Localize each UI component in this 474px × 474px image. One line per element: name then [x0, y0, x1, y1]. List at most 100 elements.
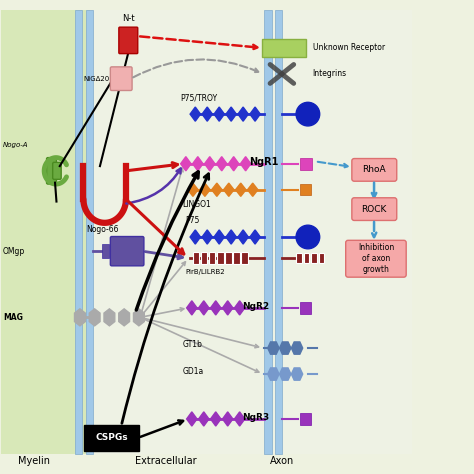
Text: NgR3: NgR3	[242, 413, 269, 422]
Polygon shape	[181, 156, 191, 171]
Polygon shape	[188, 183, 198, 196]
Polygon shape	[210, 301, 221, 315]
FancyBboxPatch shape	[319, 253, 324, 264]
Polygon shape	[222, 301, 233, 315]
Polygon shape	[104, 309, 115, 326]
Text: ROCK: ROCK	[361, 205, 387, 214]
Text: PirB/LILRB2: PirB/LILRB2	[185, 269, 225, 274]
Polygon shape	[190, 107, 201, 121]
Polygon shape	[292, 368, 303, 380]
FancyBboxPatch shape	[352, 198, 397, 220]
FancyBboxPatch shape	[86, 10, 93, 455]
Text: P75: P75	[185, 216, 200, 225]
FancyBboxPatch shape	[264, 10, 272, 455]
Text: NgR2: NgR2	[242, 302, 269, 311]
Text: Nogo-A: Nogo-A	[3, 142, 28, 148]
Text: P75/TROY: P75/TROY	[180, 93, 218, 102]
Circle shape	[296, 102, 319, 126]
Polygon shape	[89, 309, 100, 326]
Polygon shape	[187, 412, 197, 426]
FancyBboxPatch shape	[218, 252, 224, 264]
Text: Extracellular: Extracellular	[135, 456, 197, 466]
FancyBboxPatch shape	[201, 252, 208, 264]
Text: MAG: MAG	[3, 313, 23, 322]
FancyBboxPatch shape	[110, 237, 144, 266]
FancyBboxPatch shape	[352, 158, 397, 181]
FancyBboxPatch shape	[119, 27, 138, 54]
Text: OMgp: OMgp	[3, 246, 25, 255]
FancyBboxPatch shape	[102, 244, 109, 258]
FancyBboxPatch shape	[262, 38, 307, 57]
Polygon shape	[119, 309, 129, 326]
Polygon shape	[235, 412, 245, 426]
Text: GD1a: GD1a	[182, 367, 204, 376]
Polygon shape	[268, 342, 279, 354]
Polygon shape	[187, 301, 197, 315]
FancyBboxPatch shape	[226, 252, 232, 264]
FancyBboxPatch shape	[296, 253, 302, 264]
FancyBboxPatch shape	[241, 252, 247, 264]
Polygon shape	[250, 230, 260, 244]
Polygon shape	[190, 230, 201, 244]
Polygon shape	[240, 156, 251, 171]
FancyBboxPatch shape	[84, 425, 139, 451]
Text: Integrins: Integrins	[313, 70, 347, 79]
Polygon shape	[192, 156, 203, 171]
Polygon shape	[238, 107, 248, 121]
Text: Axon: Axon	[270, 456, 294, 466]
FancyBboxPatch shape	[311, 253, 317, 264]
Polygon shape	[235, 301, 245, 315]
Polygon shape	[210, 412, 221, 426]
Polygon shape	[238, 230, 248, 244]
Text: RhoA: RhoA	[362, 165, 386, 174]
Polygon shape	[224, 183, 234, 196]
Polygon shape	[228, 156, 239, 171]
Text: LINGO1: LINGO1	[182, 200, 211, 209]
FancyBboxPatch shape	[275, 10, 283, 455]
Text: Nogo-66: Nogo-66	[86, 225, 118, 234]
Circle shape	[296, 225, 319, 249]
FancyBboxPatch shape	[0, 10, 91, 455]
FancyBboxPatch shape	[193, 252, 200, 264]
Polygon shape	[250, 107, 260, 121]
Text: CSPGs: CSPGs	[95, 433, 128, 442]
FancyBboxPatch shape	[234, 252, 239, 264]
FancyBboxPatch shape	[300, 184, 311, 195]
Polygon shape	[226, 107, 237, 121]
Polygon shape	[226, 230, 237, 244]
Polygon shape	[74, 309, 85, 326]
FancyBboxPatch shape	[300, 157, 312, 170]
Polygon shape	[202, 230, 212, 244]
Polygon shape	[214, 107, 224, 121]
FancyBboxPatch shape	[91, 10, 412, 455]
Text: N-t: N-t	[122, 14, 135, 23]
Text: Myelin: Myelin	[18, 456, 50, 466]
FancyBboxPatch shape	[210, 252, 216, 264]
Polygon shape	[280, 368, 291, 380]
Text: GT1b: GT1b	[182, 340, 202, 349]
Polygon shape	[200, 183, 210, 196]
FancyBboxPatch shape	[346, 240, 406, 277]
Polygon shape	[222, 412, 233, 426]
Text: Inhibition
of axon
growth: Inhibition of axon growth	[358, 243, 394, 274]
Polygon shape	[134, 309, 144, 326]
Polygon shape	[292, 342, 303, 354]
Text: NgR1: NgR1	[249, 157, 278, 167]
Polygon shape	[205, 156, 215, 171]
Polygon shape	[268, 368, 279, 380]
FancyBboxPatch shape	[46, 157, 56, 184]
FancyBboxPatch shape	[300, 302, 311, 314]
FancyBboxPatch shape	[110, 67, 132, 91]
FancyBboxPatch shape	[53, 162, 61, 179]
Polygon shape	[202, 107, 212, 121]
Polygon shape	[247, 183, 258, 196]
Text: NiGΔ20: NiGΔ20	[83, 76, 109, 82]
Polygon shape	[214, 230, 224, 244]
FancyBboxPatch shape	[75, 10, 82, 455]
Polygon shape	[199, 301, 209, 315]
Text: Unknown Receptor: Unknown Receptor	[313, 44, 385, 53]
Polygon shape	[199, 412, 209, 426]
Polygon shape	[217, 156, 227, 171]
FancyBboxPatch shape	[300, 413, 311, 425]
Polygon shape	[236, 183, 246, 196]
